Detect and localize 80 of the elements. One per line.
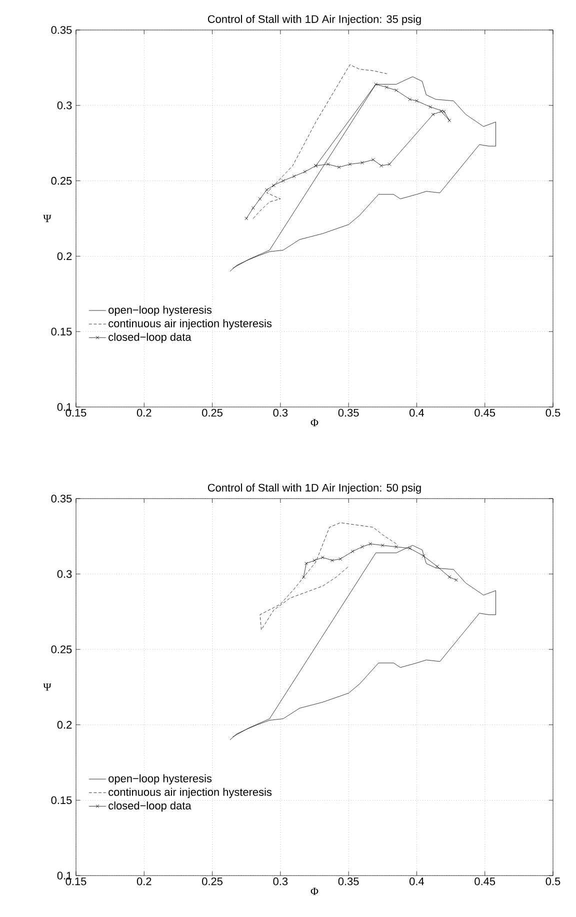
point — [265, 188, 269, 192]
x-tick-label: 0.45 — [474, 408, 496, 417]
x-axis-title: Φ — [310, 888, 318, 895]
point — [312, 558, 316, 562]
point — [394, 545, 398, 549]
point — [251, 206, 255, 210]
point — [435, 564, 439, 568]
y-tick-label: 0.35 — [51, 494, 72, 502]
x-tick-label: 0.3 — [273, 877, 288, 886]
point — [448, 118, 452, 122]
legend-label: closed−loop data — [108, 801, 192, 812]
x-tick-label: 0.25 — [202, 877, 222, 886]
x-tick-label: 0.5 — [546, 408, 560, 417]
point — [292, 174, 296, 178]
point — [440, 110, 443, 114]
point — [408, 98, 412, 102]
point — [304, 562, 308, 566]
point — [337, 165, 341, 169]
y-tick-label: 0.25 — [51, 646, 72, 654]
point — [422, 554, 426, 558]
point — [320, 556, 324, 560]
point — [414, 99, 418, 103]
x-tick-label: 0.4 — [410, 408, 424, 417]
y-tick-label: 0.3 — [57, 570, 72, 578]
point — [360, 545, 364, 549]
y-tick-label: 0.15 — [51, 328, 72, 336]
point — [388, 162, 392, 166]
point — [348, 162, 352, 166]
legend-label: continuous air injection hysteresis — [108, 788, 272, 798]
y-tick-label: 0.15 — [51, 796, 72, 804]
legend-label: continuous air injection hysteresis — [108, 319, 272, 330]
point — [431, 112, 435, 116]
point — [380, 164, 384, 168]
y-tick-label: 0.35 — [51, 26, 72, 34]
x-tick-label: 0.35 — [338, 877, 359, 886]
point — [281, 179, 285, 183]
line-series — [230, 76, 496, 272]
point — [371, 158, 375, 162]
y-axis-title: Ψ — [43, 684, 52, 691]
legend-label: open−loop hysteresis — [108, 774, 212, 785]
legend-label: closed−loop data — [108, 332, 192, 344]
y-tick-label: 0.3 — [57, 102, 72, 110]
point — [368, 542, 372, 546]
line-series — [230, 545, 496, 740]
y-tick-label: 0.2 — [57, 252, 72, 260]
point — [326, 162, 330, 166]
point — [303, 170, 307, 174]
point — [360, 160, 364, 164]
point — [258, 197, 262, 201]
chart-title: Control of Stall with 1D Air Injection: 35 psig — [208, 14, 421, 26]
point — [448, 575, 452, 579]
point — [338, 557, 342, 561]
x-tick-label: 0.2 — [136, 408, 152, 417]
x-tick-label: 0.15 — [66, 408, 86, 417]
point — [380, 544, 384, 548]
point — [374, 82, 378, 86]
point — [408, 546, 412, 550]
point — [428, 105, 432, 109]
x-tick-label: 0.45 — [474, 877, 496, 886]
legend-label: open−loop hysteresis — [108, 306, 212, 316]
point — [350, 550, 354, 554]
point — [394, 88, 398, 92]
x-axis-title: Φ — [310, 419, 318, 426]
x-tick-label: 0.5 — [546, 877, 560, 886]
point — [330, 558, 334, 562]
x-tick-label: 0.25 — [202, 408, 222, 417]
y-tick-label: 0.1 — [57, 403, 72, 411]
y-tick-label: 0.25 — [51, 176, 72, 185]
y-axis-title: Ψ — [43, 214, 52, 222]
x-tick-label: 0.2 — [136, 877, 152, 886]
point — [272, 184, 276, 188]
point — [442, 110, 446, 114]
x-tick-label: 0.4 — [410, 877, 424, 886]
point — [384, 86, 388, 90]
chart-title: Control of Stall with 1D Air Injection: 50 psig — [208, 484, 421, 494]
y-tick-label: 0.2 — [57, 720, 72, 729]
y-tick-label: 0.1 — [57, 872, 72, 880]
x-tick-label: 0.3 — [273, 408, 288, 417]
x-tick-label: 0.35 — [338, 408, 359, 417]
x-tick-label: 0.15 — [66, 877, 86, 886]
